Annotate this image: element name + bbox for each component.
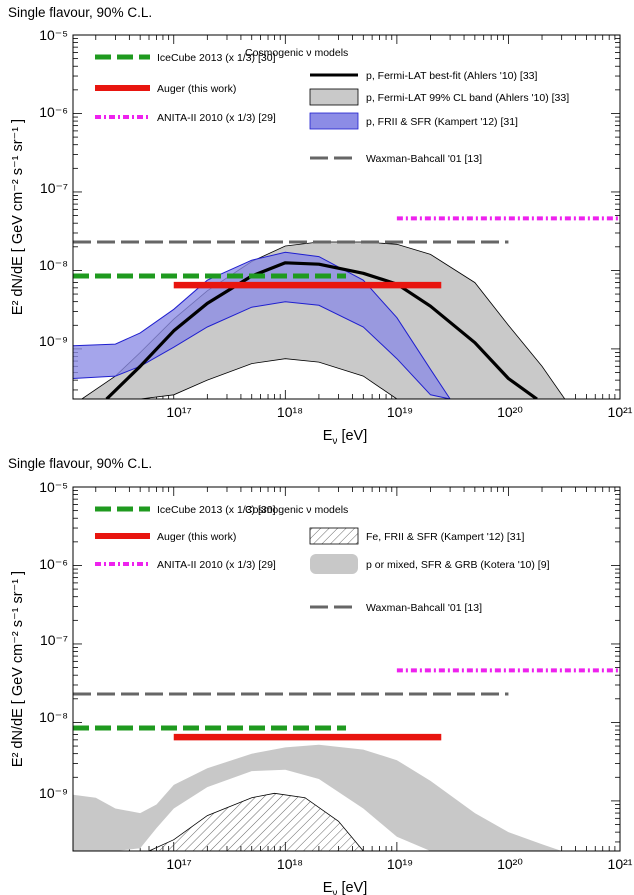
plot-frame: [72, 34, 621, 400]
y-tick-label: 10⁻⁷: [40, 632, 68, 648]
legend-label: Auger (this work): [157, 531, 236, 543]
x-tick-label: 10¹⁸: [277, 404, 303, 420]
x-tick-label: 10¹⁸: [277, 856, 303, 872]
legend-swatch-kotera: [310, 554, 358, 574]
legend-swatch-fermi-band: [309, 88, 359, 106]
x-tick-labels: 10¹⁷ 10¹⁸ 10¹⁹ 10²⁰ 10²¹: [166, 404, 632, 420]
legend-label: Fe, FRII & SFR (Kampert '12) [31]: [366, 531, 524, 543]
x-tick-label: 10¹⁷: [166, 856, 191, 872]
y-tick-label: 10⁻⁸: [39, 709, 68, 725]
legend-label: ANITA-II 2010 (x 1/3) [29]: [157, 112, 276, 124]
panel-header: Single flavour, 90% C.L.: [8, 456, 152, 471]
models-heading: Cosmogenic ν models: [245, 504, 348, 516]
y-tick-labels: 10⁻⁵ 10⁻⁶ 10⁻⁷ 10⁻⁸ 10⁻⁹: [39, 27, 68, 349]
x-axis-label: Eν [eV]: [323, 428, 368, 447]
x-tick-label: 10²⁰: [497, 856, 523, 872]
y-tick-label: 10⁻⁵: [39, 27, 68, 43]
limit-lines: [73, 668, 620, 741]
y-axis-label-text: E² dN/dE [ GeV cm⁻² s⁻¹ sr⁻¹ ]: [10, 119, 26, 315]
x-tick-label: 10²¹: [608, 856, 633, 872]
legend-label: Auger (this work): [157, 83, 236, 95]
y-tick-label: 10⁻⁶: [39, 556, 68, 572]
y-tick-label: 10⁻⁹: [39, 333, 68, 349]
x-tick-label: 10²⁰: [497, 404, 523, 420]
legend-label: Waxman-Bahcall '01 [13]: [366, 153, 482, 165]
x-tick-label: 10¹⁷: [166, 404, 191, 420]
y-tick-label: 10⁻⁵: [39, 479, 68, 495]
y-axis-label: E² dN/dE [ GeV cm⁻² s⁻¹ sr⁻¹ ]: [10, 571, 26, 767]
legend: IceCube 2013 (x 1/3) [30] Auger (this wo…: [95, 504, 550, 614]
model-curves: [73, 744, 562, 851]
legend-label: IceCube 2013 (x 1/3) [30]: [157, 52, 276, 64]
y-tick-label: 10⁻⁷: [40, 180, 68, 196]
panel-top: Single flavour, 90% C.L. E² dN/dE [ GeV …: [8, 5, 633, 447]
x-tick-label: 10¹⁹: [387, 856, 413, 872]
y-tick-label: 10⁻⁶: [39, 104, 68, 120]
x-tick-label: 10²¹: [608, 404, 633, 420]
legend-label: p or mixed, SFR & GRB (Kotera '10) [9]: [366, 559, 550, 571]
models-heading: Cosmogenic ν models: [245, 47, 348, 59]
legend-label: Waxman-Bahcall '01 [13]: [366, 602, 482, 614]
plot-frame: [72, 486, 621, 852]
x-tick-labels: 10¹⁷ 10¹⁸ 10¹⁹ 10²⁰ 10²¹: [166, 856, 632, 872]
legend: IceCube 2013 (x 1/3) [30] Auger (this wo…: [95, 47, 569, 165]
y-tick-label: 10⁻⁹: [39, 785, 68, 801]
legend-swatch-kampert-p: [309, 112, 359, 130]
x-tick-label: 10¹⁹: [387, 404, 413, 420]
model-curves: [73, 241, 566, 399]
y-tick-labels: 10⁻⁵ 10⁻⁶ 10⁻⁷ 10⁻⁸ 10⁻⁹: [39, 479, 68, 801]
panel-bottom: Single flavour, 90% C.L. E² dN/dE [ GeV …: [8, 456, 633, 895]
legend-label: ANITA-II 2010 (x 1/3) [29]: [157, 559, 276, 571]
legend-label: IceCube 2013 (x 1/3) [30]: [157, 504, 276, 516]
legend-label: p, FRII & SFR (Kampert '12) [31]: [366, 116, 518, 128]
line-p-fermi-lat-best-fit-ahlers-10-33: [105, 261, 538, 399]
limit-lines: [73, 216, 620, 289]
legend-label: p, Fermi-LAT best-fit (Ahlers '10) [33]: [366, 70, 538, 82]
band-p-or-mixed-sfr-grb-kotera-10-9: [73, 744, 562, 851]
y-tick-label: 10⁻⁸: [39, 257, 68, 273]
y-axis-label-text: E² dN/dE [ GeV cm⁻² s⁻¹ sr⁻¹ ]: [10, 571, 26, 767]
panel-header: Single flavour, 90% C.L.: [8, 5, 152, 20]
y-axis-label: E² dN/dE [ GeV cm⁻² s⁻¹ sr⁻¹ ]: [10, 119, 26, 315]
x-axis-label: Eν [eV]: [323, 880, 368, 895]
legend-swatch-kampert-fe: [309, 527, 359, 545]
band-fe-frii-sfr-kampert-12-31: [148, 792, 364, 851]
legend-label: p, Fermi-LAT 99% CL band (Ahlers '10) [3…: [366, 92, 569, 104]
